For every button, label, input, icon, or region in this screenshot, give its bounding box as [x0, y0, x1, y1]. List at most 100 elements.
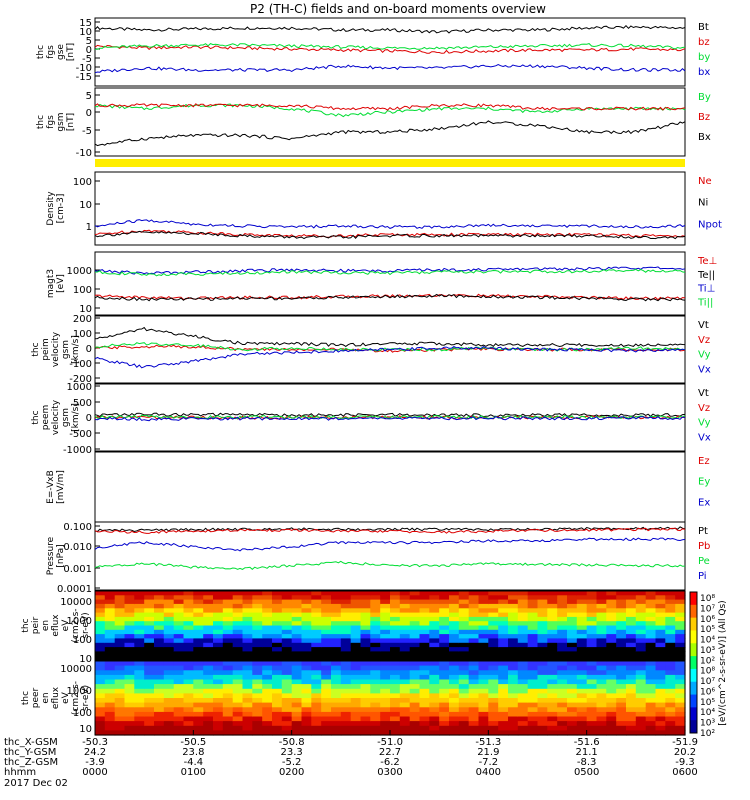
spectrogram-cell	[576, 591, 588, 596]
spectrogram-cell	[350, 629, 362, 635]
spectrogram-cell	[547, 634, 558, 639]
legend-entry: bx	[698, 67, 710, 78]
spectrogram-cell	[508, 634, 519, 639]
legend-entry: Pb	[698, 541, 710, 552]
spectrogram-cell	[262, 642, 273, 648]
spectrogram-cell	[429, 621, 440, 627]
spectrogram-cell	[439, 688, 450, 694]
spectrogram-cell	[429, 665, 440, 671]
colorbar-segment	[690, 592, 697, 606]
spectrogram-cell	[567, 625, 578, 631]
spectrogram-cell	[370, 625, 381, 631]
spectrogram-cell	[626, 688, 637, 694]
spectrogram-cell	[517, 674, 529, 681]
spectrogram-cell	[193, 679, 204, 685]
spectrogram-cell	[527, 595, 539, 601]
spectrogram-cell	[311, 721, 322, 727]
y-axis-label: magt3	[46, 269, 56, 298]
spectrogram-cell	[124, 702, 135, 708]
spectrogram-cell	[508, 625, 519, 631]
spectrogram-cell	[586, 634, 598, 639]
spectrogram-cell	[370, 616, 381, 622]
y-axis-label: [nT]	[66, 43, 76, 61]
x-tick-label: -4.4	[184, 757, 204, 768]
colorbar-segment	[690, 694, 697, 708]
spectrogram-cell	[576, 684, 588, 690]
spectrogram-cell	[134, 603, 145, 609]
spectrogram-cell	[478, 621, 489, 627]
spectrogram-cell	[429, 591, 440, 596]
spectrogram-cell	[281, 688, 293, 694]
spectrogram-cell	[173, 638, 185, 644]
spectrogram-cell	[557, 647, 568, 652]
spectrogram-cell	[154, 608, 165, 614]
spectrogram-cell	[134, 591, 145, 596]
spectrogram-cell	[301, 702, 312, 708]
spectrogram-cell	[488, 612, 499, 618]
spectrogram-cell	[331, 716, 342, 722]
spectrogram-cell	[508, 730, 519, 736]
spectrogram-cell	[144, 679, 155, 685]
spectrogram-cell	[301, 651, 312, 657]
spectrogram-cell	[399, 616, 411, 622]
spectrogram-cell	[163, 638, 175, 644]
spectrogram-cell	[203, 616, 214, 622]
spectrogram-cell	[586, 647, 598, 652]
spectrogram-cell	[635, 629, 647, 635]
spectrogram-cell	[399, 612, 411, 618]
spectrogram-cell	[635, 711, 647, 718]
spectrogram-cell	[222, 665, 234, 671]
spectrogram-cell	[606, 621, 617, 627]
spectrogram-cell	[154, 616, 165, 622]
spectrogram-cell	[626, 679, 637, 685]
spectrogram-cell	[331, 638, 342, 644]
spectrogram-cell	[527, 642, 539, 648]
spectrogram-cell	[596, 707, 607, 713]
spectrogram-cell	[124, 616, 135, 622]
spectrogram-cell	[557, 725, 568, 731]
spectrogram-cell	[340, 702, 352, 708]
spectrogram-cell	[114, 730, 126, 736]
spectrogram-cell	[458, 730, 470, 736]
spectrogram-cell	[439, 707, 450, 713]
spectrogram-cell	[527, 711, 539, 718]
spectrogram-cell	[114, 693, 126, 699]
spectrogram-cell	[144, 688, 155, 694]
spectrogram-cell	[478, 603, 489, 609]
spectrogram-cell	[675, 716, 686, 722]
spectrogram-cell	[95, 679, 106, 685]
spectrogram-cell	[517, 679, 529, 685]
spectrogram-cell	[340, 698, 352, 704]
spectrogram-cell	[498, 591, 509, 596]
spectrogram-cell	[124, 684, 135, 690]
spectrogram-cell	[508, 684, 519, 690]
spectrogram-cell	[478, 730, 489, 736]
spectrogram-cell	[606, 730, 617, 736]
spectrogram-cell	[488, 725, 499, 731]
spectrogram-cell	[380, 647, 391, 652]
spectrogram-cell	[104, 591, 116, 596]
spectrogram-cell	[390, 702, 401, 708]
spectrogram-cell	[567, 698, 578, 704]
y-tick-label: -5	[82, 54, 92, 65]
spectrogram-cell	[390, 665, 401, 671]
spectrogram-cell	[655, 616, 666, 622]
spectrogram-cell	[655, 647, 666, 652]
spectrogram-cell	[586, 603, 598, 609]
spectrogram-cell	[350, 595, 362, 601]
spectrogram-cell	[537, 707, 548, 713]
spectrogram-cell	[517, 688, 529, 694]
spectrogram-cell	[606, 651, 617, 657]
spectrogram-cell	[104, 616, 116, 622]
spectrogram-cell	[488, 716, 499, 722]
spectrogram-cell	[124, 679, 135, 685]
spectrogram-cell	[114, 595, 126, 601]
spectrogram-cell	[547, 603, 558, 609]
spectrogram-cell	[213, 591, 224, 596]
spectrogram-cell	[429, 603, 440, 609]
spectrogram-cell	[498, 698, 509, 704]
spectrogram-cell	[675, 688, 686, 694]
spectrogram-cell	[350, 688, 362, 694]
spectrogram-cell	[606, 721, 617, 727]
spectrogram-cell	[203, 651, 214, 657]
